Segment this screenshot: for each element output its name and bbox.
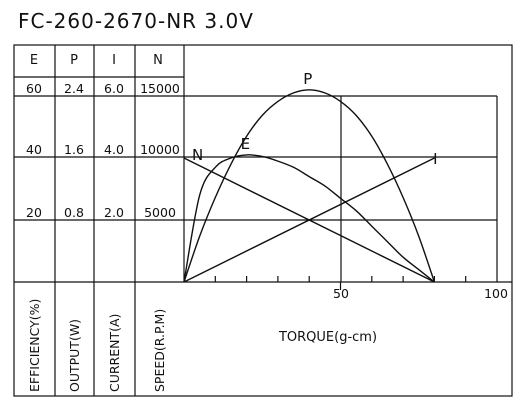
tick-p-0.8: 0.8 bbox=[64, 205, 84, 220]
tick-e-40: 40 bbox=[26, 142, 42, 157]
tick-p-1.6: 1.6 bbox=[64, 142, 84, 157]
tick-e-60: 60 bbox=[26, 81, 42, 96]
chart-title: FC-260-2670-NR 3.0V bbox=[18, 9, 254, 33]
label-efficiency: EFFICIENCY(%) bbox=[27, 299, 42, 392]
tick-i-2.0: 2.0 bbox=[104, 205, 124, 220]
series-label-efficiency: E bbox=[241, 135, 250, 153]
tick-e-20: 20 bbox=[26, 205, 42, 220]
series-output-line bbox=[183, 89, 436, 283]
label-speed: SPEED(R.P.M) bbox=[152, 309, 167, 392]
header-current: I bbox=[112, 53, 116, 68]
x-axis-label: TORQUE(g-cm) bbox=[278, 330, 377, 345]
header-speed: N bbox=[153, 53, 163, 68]
label-output: OUTPUT(W) bbox=[67, 319, 82, 392]
header-efficiency: E bbox=[30, 53, 38, 68]
tick-p-2.4: 2.4 bbox=[64, 81, 84, 96]
tick-i-6.0: 6.0 bbox=[104, 81, 124, 96]
x-axis-ticks bbox=[214, 276, 467, 290]
label-current: CURRENT(A) bbox=[107, 314, 122, 392]
series-label-output: P bbox=[303, 70, 312, 88]
tick-n-5000: 5000 bbox=[144, 205, 176, 220]
series-efficiency-line bbox=[183, 154, 435, 283]
tick-n-10000: 10000 bbox=[140, 142, 180, 157]
header-output: P bbox=[70, 53, 78, 68]
x-tick-label-100: 100 bbox=[484, 286, 508, 301]
tick-n-15000: 15000 bbox=[140, 81, 180, 96]
series-label-speed: N bbox=[192, 146, 203, 164]
x-tick-label-50: 50 bbox=[333, 286, 349, 301]
series-label-current: I bbox=[433, 150, 437, 168]
tick-i-4.0: 4.0 bbox=[104, 142, 124, 157]
series-current-line bbox=[183, 157, 435, 283]
